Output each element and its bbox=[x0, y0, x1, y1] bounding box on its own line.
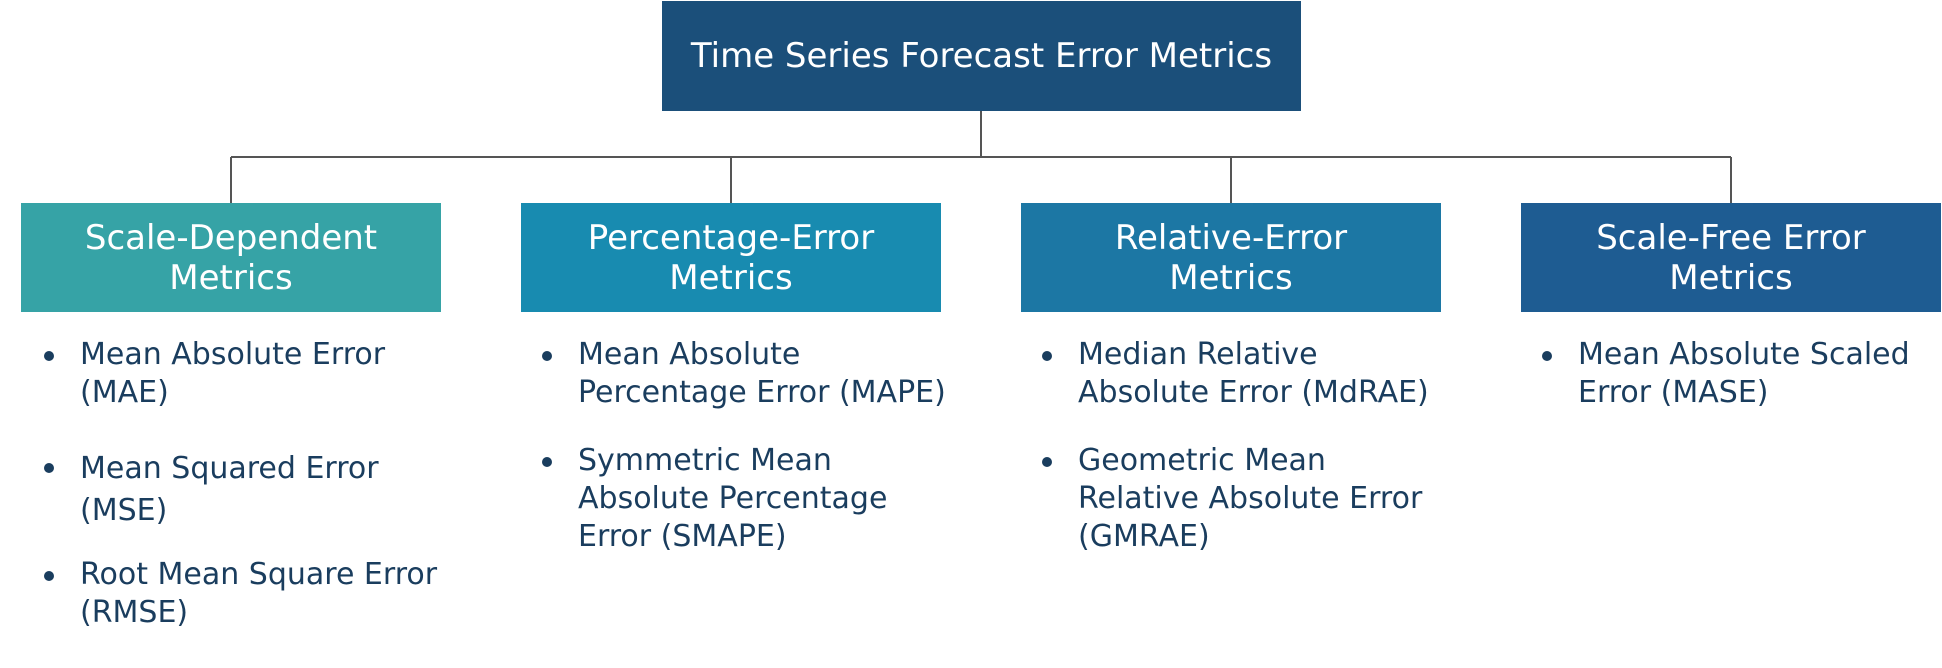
bullet-icon bbox=[1042, 351, 1052, 361]
metric-list-percentage-error: Mean Absolute Percentage Error (MAPE) Sy… bbox=[520, 336, 950, 586]
root-node: Time Series Forecast Error Metrics bbox=[662, 1, 1301, 111]
metric-label: Geometric Mean Relative Absolute Error (… bbox=[1078, 443, 1423, 554]
list-item: Mean Absolute Percentage Error (MAPE) bbox=[520, 336, 950, 412]
category-node-relative-error: Relative-Error Metrics bbox=[1021, 203, 1441, 312]
list-item: Median Relative Absolute Error (MdRAE) bbox=[1020, 336, 1450, 412]
metric-label: Mean Absolute Error (MAE) bbox=[80, 337, 386, 410]
metric-label: Mean Absolute Percentage Error (MAPE) bbox=[578, 337, 946, 410]
bullet-icon bbox=[1042, 457, 1052, 467]
bullet-icon bbox=[44, 351, 54, 361]
metric-list-scale-free: Mean Absolute Scaled Error (MASE) bbox=[1520, 336, 1940, 442]
category-node-label: Scale-Dependent Metrics bbox=[84, 217, 378, 298]
list-item: Geometric Mean Relative Absolute Error (… bbox=[1020, 442, 1450, 556]
bullet-icon bbox=[1542, 351, 1552, 361]
bullet-icon bbox=[44, 463, 54, 473]
bullet-icon bbox=[542, 457, 552, 467]
metric-label: Mean Absolute Scaled Error (MASE) bbox=[1578, 337, 1910, 410]
list-item: Root Mean Square Error (RMSE) bbox=[22, 556, 462, 632]
category-node-label: Percentage-Error Metrics bbox=[587, 217, 875, 298]
category-node-label: Relative-Error Metrics bbox=[1114, 217, 1348, 298]
metric-label: Mean Squared Error (MSE) bbox=[80, 451, 379, 528]
metric-list-relative-error: Median Relative Absolute Error (MdRAE) G… bbox=[1020, 336, 1450, 586]
connector-lines bbox=[230, 111, 1732, 203]
metric-label: Symmetric Mean Absolute Percentage Error… bbox=[578, 443, 888, 554]
root-node-label: Time Series Forecast Error Metrics bbox=[690, 36, 1273, 76]
category-node-scale-dependent: Scale-Dependent Metrics bbox=[21, 203, 441, 312]
metric-label: Root Mean Square Error (RMSE) bbox=[80, 557, 438, 630]
metric-label: Median Relative Absolute Error (MdRAE) bbox=[1078, 337, 1429, 410]
metric-list-scale-dependent: Mean Absolute Error (MAE) Mean Squared E… bbox=[22, 336, 462, 668]
list-item: Mean Absolute Error (MAE) bbox=[22, 336, 462, 412]
category-node-percentage-error: Percentage-Error Metrics bbox=[521, 203, 941, 312]
bullet-icon bbox=[44, 571, 54, 581]
list-item: Symmetric Mean Absolute Percentage Error… bbox=[520, 442, 950, 556]
category-node-scale-free: Scale-Free Error Metrics bbox=[1521, 203, 1941, 312]
bullet-icon bbox=[542, 351, 552, 361]
category-node-label: Scale-Free Error Metrics bbox=[1596, 217, 1866, 298]
list-item: Mean Absolute Scaled Error (MASE) bbox=[1520, 336, 1940, 412]
list-item: Mean Squared Error (MSE) bbox=[22, 448, 462, 532]
